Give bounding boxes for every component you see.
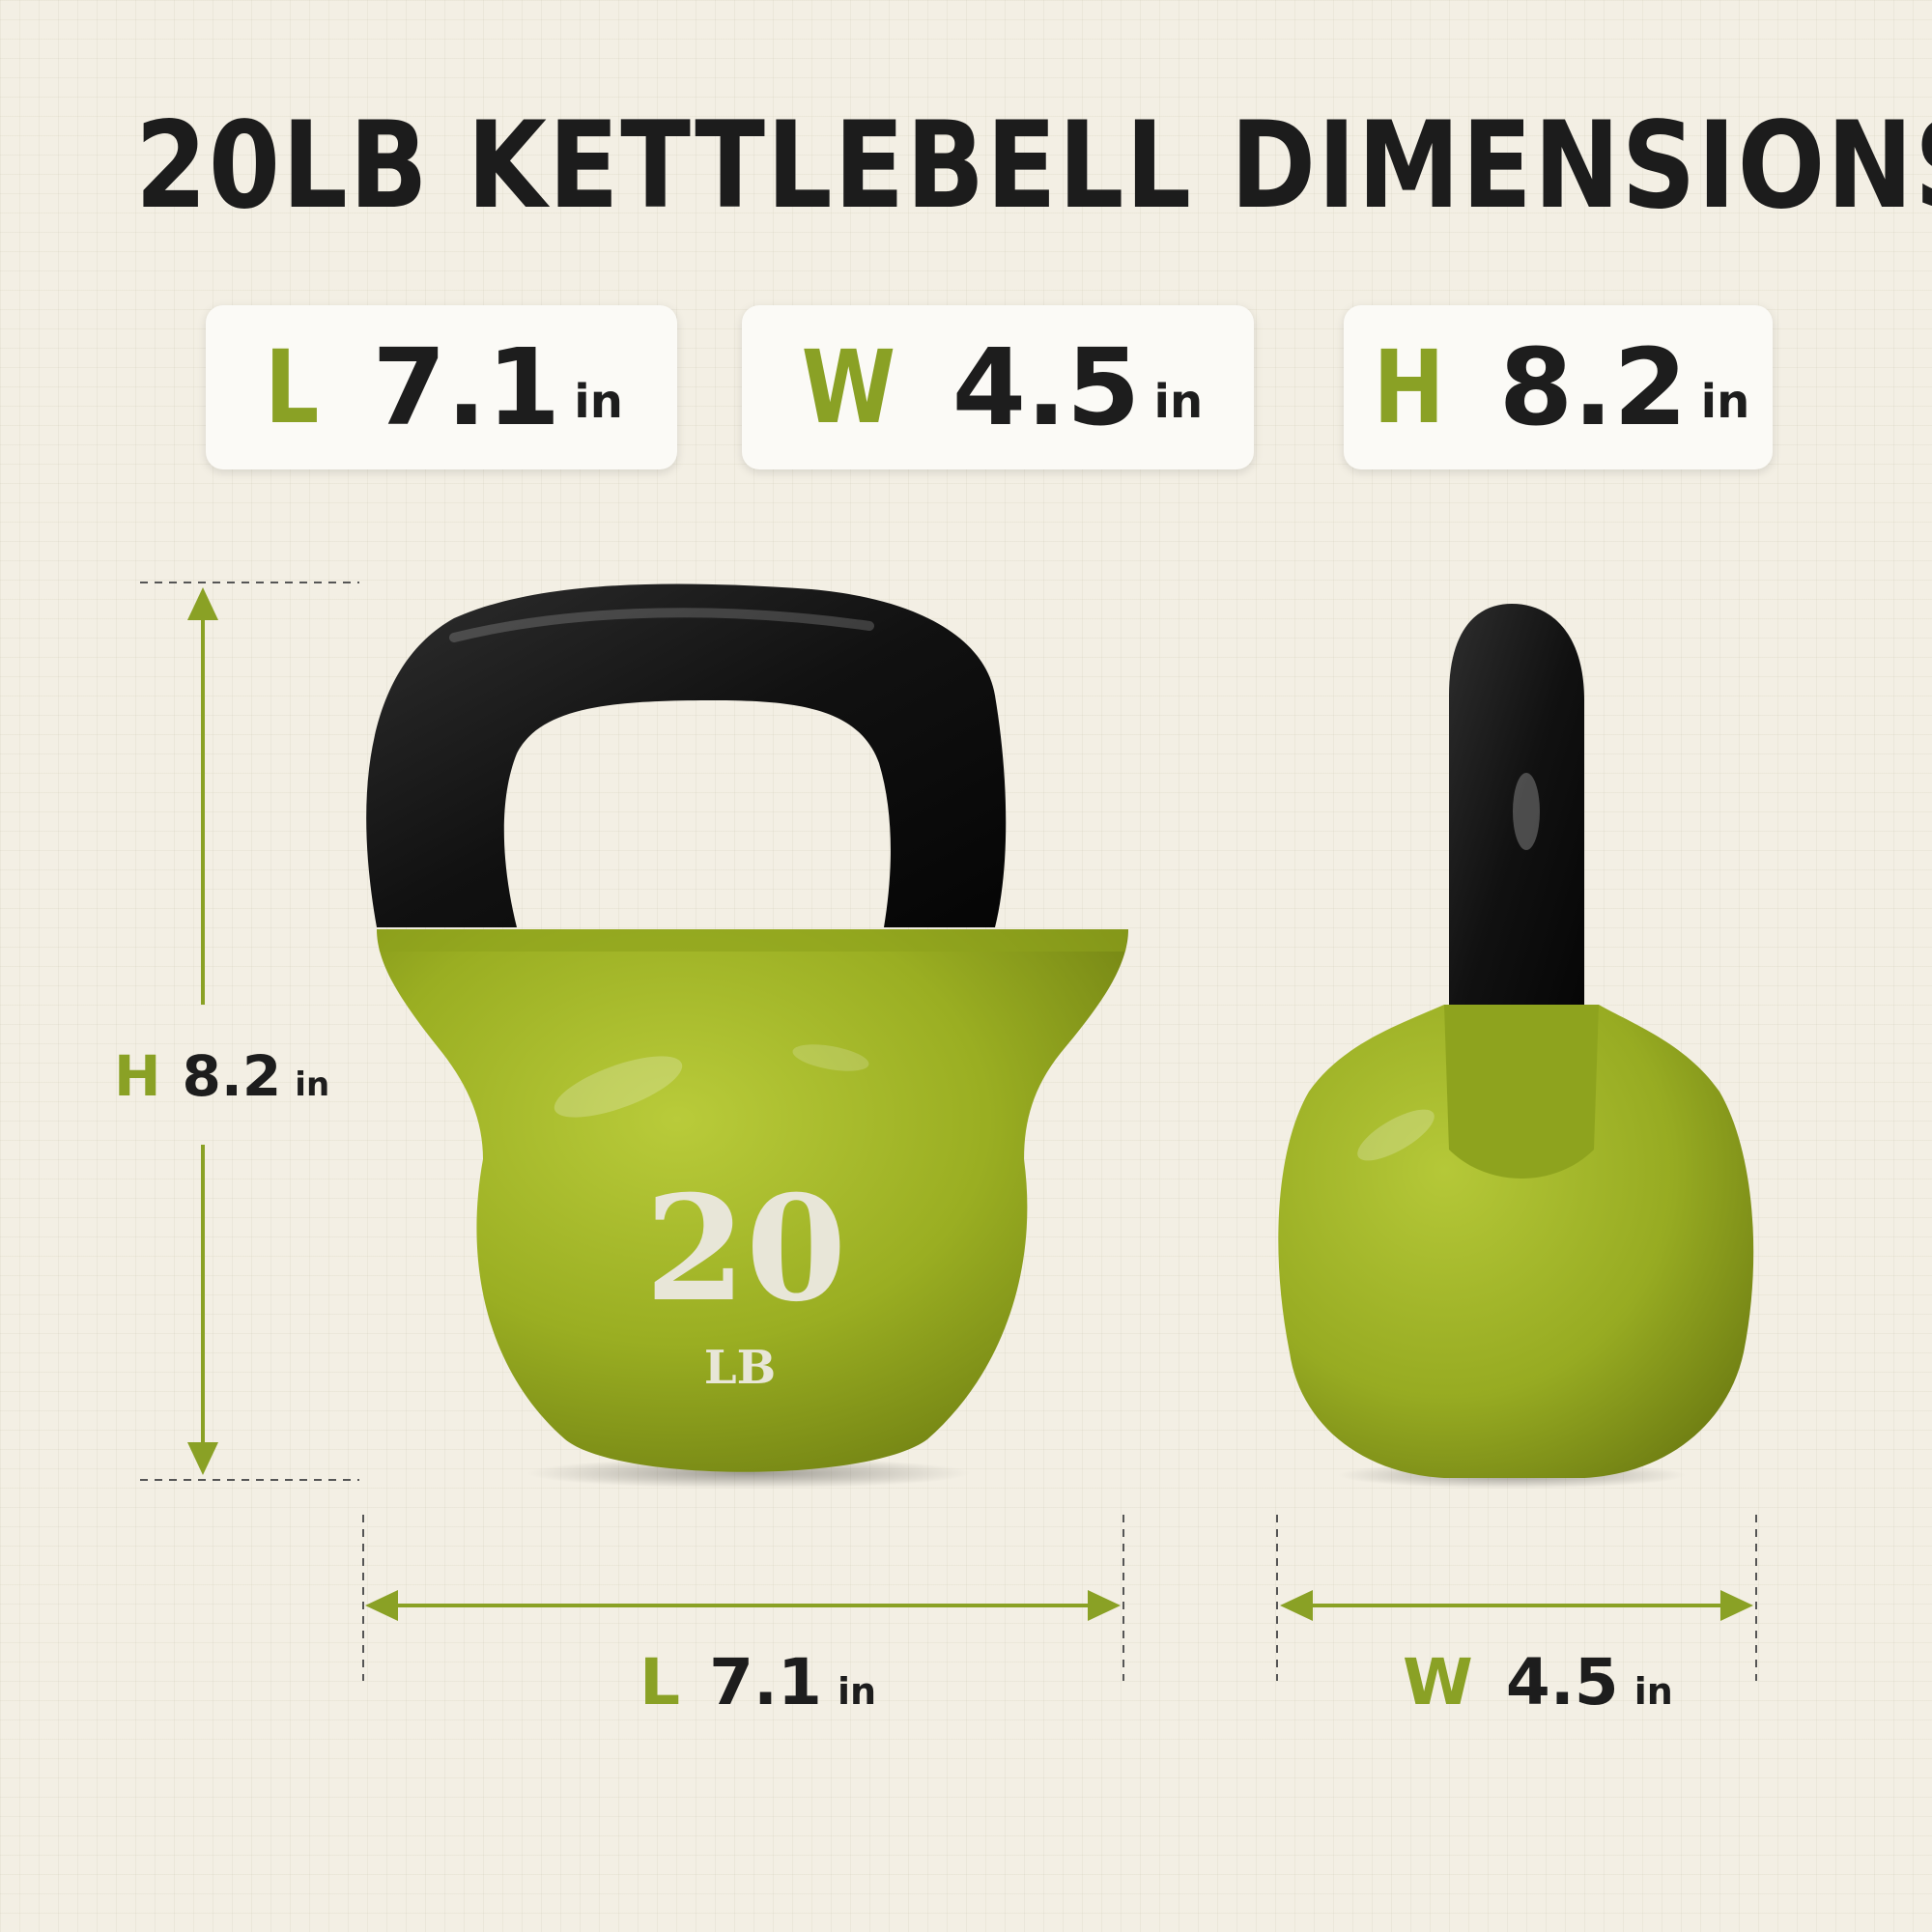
width-label-key: W [1403, 1645, 1473, 1719]
width-label-value: 4.5 [1505, 1645, 1619, 1719]
kettlebell-front: 20 LB [366, 583, 1128, 1489]
width-card: W 4.5 in [742, 305, 1254, 469]
height-label-unit: in [295, 1065, 330, 1104]
front-bell-highlight [554, 1056, 683, 1118]
height-card: H 8.2 in [1344, 305, 1773, 469]
height-label-key: H [114, 1043, 161, 1109]
length-label-key: L [639, 1645, 681, 1719]
length-card-key: L [265, 328, 320, 446]
length-card: L 7.1 in [206, 305, 677, 469]
height-arrow-head-bottom [187, 1442, 218, 1475]
side-handle-highlight [1513, 773, 1540, 850]
width-card-value: 4.5 [952, 326, 1141, 449]
height-arrow-head-top [187, 587, 218, 620]
length-card-unit: in [574, 375, 623, 429]
length-arrow-head-left [365, 1590, 398, 1621]
front-handle-highlight [449, 608, 874, 642]
front-shadow [526, 1458, 971, 1489]
length-label-unit: in [837, 1670, 877, 1713]
kettlebell-side [1278, 604, 1754, 1489]
side-bell-highlight [1357, 1109, 1435, 1161]
kettlebell-weight: 20 [645, 1164, 847, 1334]
length-arrow-head-right [1088, 1590, 1121, 1621]
page-title: 20LB KETTLEBELL DIMENSIONS [135, 97, 1932, 236]
side-handle [1449, 604, 1584, 1043]
height-label-value: 8.2 [182, 1043, 282, 1109]
front-handle [366, 583, 1007, 927]
height-card-key: H [1373, 328, 1445, 446]
front-bell-body [377, 929, 1128, 1472]
width-arrow-head-left [1280, 1590, 1313, 1621]
side-bell-neck [1444, 1005, 1599, 1179]
width-label: W 4.5 in [1403, 1645, 1673, 1719]
front-bell-collar [377, 929, 1128, 952]
length-label: L 7.1 in [639, 1645, 876, 1719]
height-label: H 8.2 in [114, 1043, 329, 1109]
side-bell-body [1278, 1005, 1754, 1478]
height-card-unit: in [1700, 375, 1750, 429]
width-label-unit: in [1634, 1670, 1673, 1713]
width-card-key: W [801, 328, 896, 446]
kettlebell-weight-unit: LB [704, 1341, 776, 1395]
length-label-value: 7.1 [709, 1645, 822, 1719]
front-bell-highlight-2 [792, 1044, 869, 1071]
height-card-value: 8.2 [1498, 326, 1688, 449]
width-arrow-head-right [1720, 1590, 1753, 1621]
width-card-unit: in [1153, 375, 1204, 429]
length-card-value: 7.1 [372, 326, 561, 449]
